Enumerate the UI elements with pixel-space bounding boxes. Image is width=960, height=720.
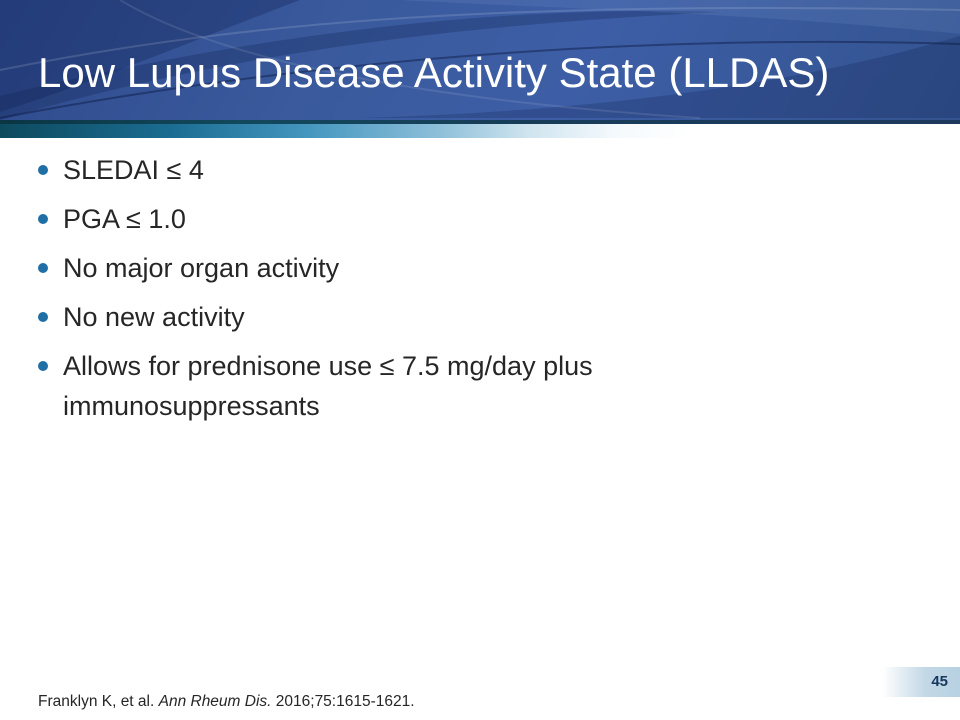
bullet-text: Allows for prednisone use ≤ 7.5 mg/day p… [63, 346, 593, 426]
slide-title: Low Lupus Disease Activity State (LLDAS) [38, 49, 830, 96]
bullet-line: No new activity [63, 302, 245, 332]
bullet-text: PGA ≤ 1.0 [63, 199, 186, 239]
bullet-item: No new activity [38, 297, 898, 337]
bullet-item: Allows for prednisone use ≤ 7.5 mg/day p… [38, 346, 898, 426]
bullet-icon [38, 361, 48, 371]
divider-gradient [0, 124, 960, 138]
bullet-item: No major organ activity [38, 248, 898, 288]
slide-body: SLEDAI ≤ 4 PGA ≤ 1.0 No major organ acti… [38, 150, 898, 435]
bullet-item: PGA ≤ 1.0 [38, 199, 898, 239]
bullet-text: No major organ activity [63, 248, 339, 288]
bullet-line: No major organ activity [63, 253, 340, 283]
bullet-icon [38, 263, 48, 273]
page-number-strip: 45 [882, 667, 960, 697]
bullet-line: SLEDAI ≤ 4 [63, 155, 204, 185]
divider-bar [0, 120, 960, 138]
bullet-line: PGA ≤ 1.0 [63, 204, 186, 234]
bullet-icon [38, 214, 48, 224]
bullet-item: SLEDAI ≤ 4 [38, 150, 898, 190]
footer-citation: Franklyn K, et al. Ann Rheum Dis. 2016;7… [38, 693, 415, 711]
page-number: 45 [931, 673, 948, 690]
bullet-text: SLEDAI ≤ 4 [63, 150, 204, 190]
slide-header: Low Lupus Disease Activity State (LLDAS) [0, 0, 960, 120]
bullet-list: SLEDAI ≤ 4 PGA ≤ 1.0 No major organ acti… [38, 150, 898, 426]
citation-journal: Ann Rheum Dis. [158, 693, 272, 710]
bullet-text: No new activity [63, 297, 245, 337]
bullet-line: immunosuppressants [63, 391, 320, 421]
bullet-line: Allows for prednisone use ≤ 7.5 mg/day p… [63, 351, 593, 381]
citation-prefix: Franklyn K, et al. [38, 693, 159, 710]
bullet-icon [38, 312, 48, 322]
divider-topline [0, 120, 960, 124]
citation-suffix: 2016;75:1615-1621. [271, 693, 415, 710]
bullet-icon [38, 165, 48, 175]
